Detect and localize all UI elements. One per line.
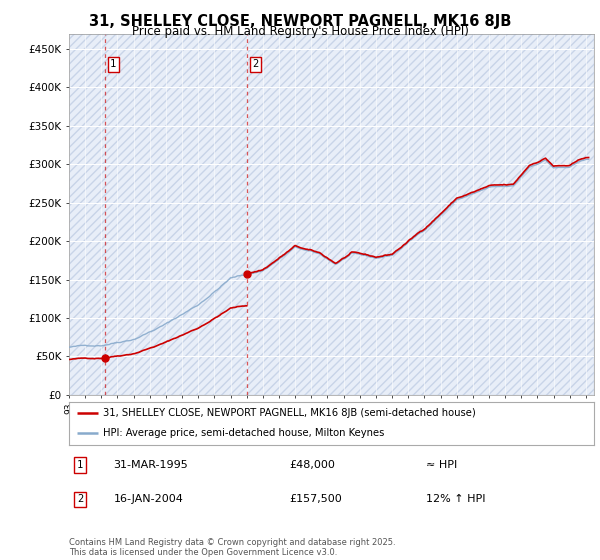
Text: ≈ HPI: ≈ HPI [426,460,457,470]
Text: 31, SHELLEY CLOSE, NEWPORT PAGNELL, MK16 8JB: 31, SHELLEY CLOSE, NEWPORT PAGNELL, MK16… [89,14,511,29]
Text: HPI: Average price, semi-detached house, Milton Keynes: HPI: Average price, semi-detached house,… [103,428,385,438]
Text: 2: 2 [253,59,259,69]
Text: 1: 1 [110,59,116,69]
Text: 31, SHELLEY CLOSE, NEWPORT PAGNELL, MK16 8JB (semi-detached house): 31, SHELLEY CLOSE, NEWPORT PAGNELL, MK16… [103,408,476,418]
Text: 16-JAN-2004: 16-JAN-2004 [113,494,184,505]
Text: 31-MAR-1995: 31-MAR-1995 [113,460,188,470]
Text: Contains HM Land Registry data © Crown copyright and database right 2025.
This d: Contains HM Land Registry data © Crown c… [69,538,395,557]
Text: 1: 1 [77,460,83,470]
Text: Price paid vs. HM Land Registry's House Price Index (HPI): Price paid vs. HM Land Registry's House … [131,25,469,38]
Text: £157,500: £157,500 [290,494,342,505]
Text: 2: 2 [77,494,83,505]
Text: 12% ↑ HPI: 12% ↑ HPI [426,494,485,505]
Text: £48,000: £48,000 [290,460,335,470]
